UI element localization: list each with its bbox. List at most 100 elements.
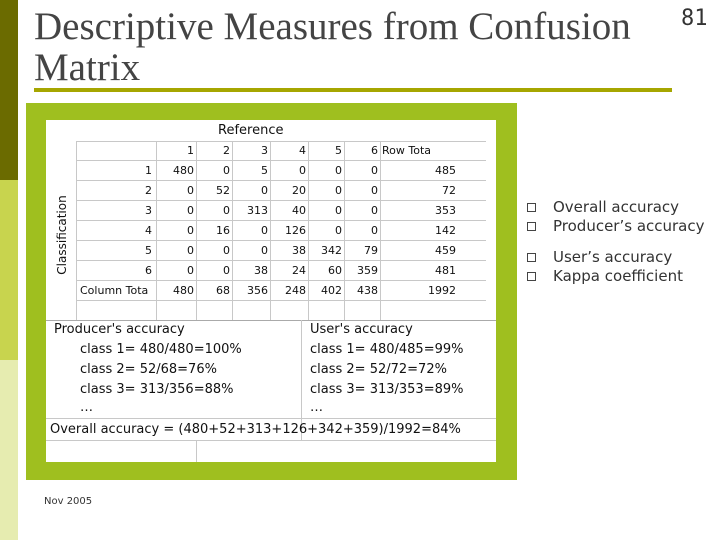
matrix-cell: 359 [357,264,378,277]
matrix-row-label: 2 [145,184,152,197]
bullet-label: Producer’s accuracy [553,217,705,235]
accent-bar-light [0,360,18,540]
grid-line [76,160,486,161]
users-accuracy-line: … [310,400,323,415]
matrix-cell: 0 [187,264,194,277]
matrix-cell: 38 [292,244,306,257]
producers-accuracy-line: class 2= 52/68=76% [80,362,217,377]
square-bullet-icon [527,253,536,262]
matrix-cell: 0 [335,164,342,177]
users-accuracy-line: class 1= 480/485=99% [310,342,464,357]
grid-line [380,141,381,320]
matrix-cell: 0 [187,244,194,257]
users-accuracy-line: class 2= 52/72=72% [310,362,447,377]
matrix-row-label: 5 [145,244,152,257]
matrix-cell: 402 [321,284,342,297]
matrix-column-header: 1 [187,144,194,157]
matrix-row-label: 1 [145,164,152,177]
grid-line [76,200,486,201]
matrix-cell: 0 [187,184,194,197]
grid-line [76,180,486,181]
accent-bar-dark [0,0,18,180]
matrix-cell: 0 [187,224,194,237]
matrix-cell: 438 [357,284,378,297]
bullet-item: Kappa coefficient [527,267,720,287]
reference-header: Reference [218,123,284,138]
matrix-cell: 248 [285,284,306,297]
matrix-cell: 0 [223,204,230,217]
matrix-cell: 0 [371,224,378,237]
matrix-column-header: 6 [371,144,378,157]
matrix-cell: 0 [261,184,268,197]
grid-line [76,220,486,221]
square-bullet-icon [527,222,536,231]
matrix-cell: 0 [223,264,230,277]
matrix-cell: 24 [292,264,306,277]
grid-line [270,141,271,320]
matrix-cell: 342 [321,244,342,257]
matrix-cell: 313 [247,204,268,217]
matrix-cell: 126 [285,224,306,237]
grid-line [344,141,345,320]
matrix-cell: 0 [371,164,378,177]
matrix-cell: 0 [261,244,268,257]
users-accuracy-line: class 3= 313/353=89% [310,382,464,397]
matrix-column-header: Row Tota [382,144,432,157]
matrix-cell: 0 [223,244,230,257]
slide-title: Descriptive Measures from Confusion Matr… [34,5,631,89]
grid-line [76,141,77,320]
bullet-label: Kappa coefficient [553,267,683,285]
bullet-label: User’s accuracy [553,248,673,266]
producers-accuracy-line: class 1= 480/480=100% [80,342,242,357]
matrix-cell: 0 [335,224,342,237]
matrix-row-label: Column Tota [80,284,149,297]
square-bullet-icon [527,203,536,212]
matrix-cell: 5 [261,164,268,177]
matrix-cell: 38 [254,264,268,277]
matrix-cell: 459 [435,244,456,257]
matrix-cell: 0 [371,184,378,197]
grid-line [76,240,486,241]
bullet-item: User’s accuracy [527,248,720,268]
matrix-row-label: 4 [145,224,152,237]
producers-accuracy-title: Producer's accuracy [54,322,185,337]
matrix-cell: 142 [435,224,456,237]
matrix-cell: 0 [223,164,230,177]
grid-line [308,141,309,320]
matrix-cell: 0 [371,204,378,217]
grid-line [76,300,486,301]
matrix-cell: 0 [261,224,268,237]
producers-accuracy-line: class 3= 313/356=88% [80,382,234,397]
grid-line [46,440,496,441]
bullet-item: Producer’s accuracy [527,217,720,237]
confusion-matrix-figure: Reference Classification 1 2 3 4 5 6 Row Tota 1… [46,120,496,462]
matrix-cell: 40 [292,204,306,217]
square-bullet-icon [527,272,536,281]
matrix-row-label: 6 [145,264,152,277]
matrix-cell: 481 [435,264,456,277]
matrix-cell: 480 [173,164,194,177]
matrix-cell: 52 [216,184,230,197]
grid-line [156,141,157,320]
matrix-column-header: 3 [261,144,268,157]
matrix-cell: 353 [435,204,456,217]
matrix-column-header: 5 [335,144,342,157]
section-divider [46,320,496,321]
matrix-row-label: 3 [145,204,152,217]
overall-accuracy-formula: Overall accuracy = (480+52+313+126+342+3… [50,422,461,437]
matrix-column-header: 2 [223,144,230,157]
matrix-cell: 68 [216,284,230,297]
matrix-cell: 0 [335,184,342,197]
grid-line [76,260,486,261]
classification-header: Classification [55,195,69,275]
grid-line [301,320,302,440]
grid-line [76,141,486,142]
matrix-cell: 0 [299,164,306,177]
accent-bar-mid [0,180,18,360]
producers-accuracy-line: … [80,400,93,415]
matrix-cell: 20 [292,184,306,197]
matrix-cell: 0 [335,204,342,217]
title-underline [34,88,672,92]
matrix-cell: 60 [328,264,342,277]
matrix-column-header: 4 [299,144,306,157]
